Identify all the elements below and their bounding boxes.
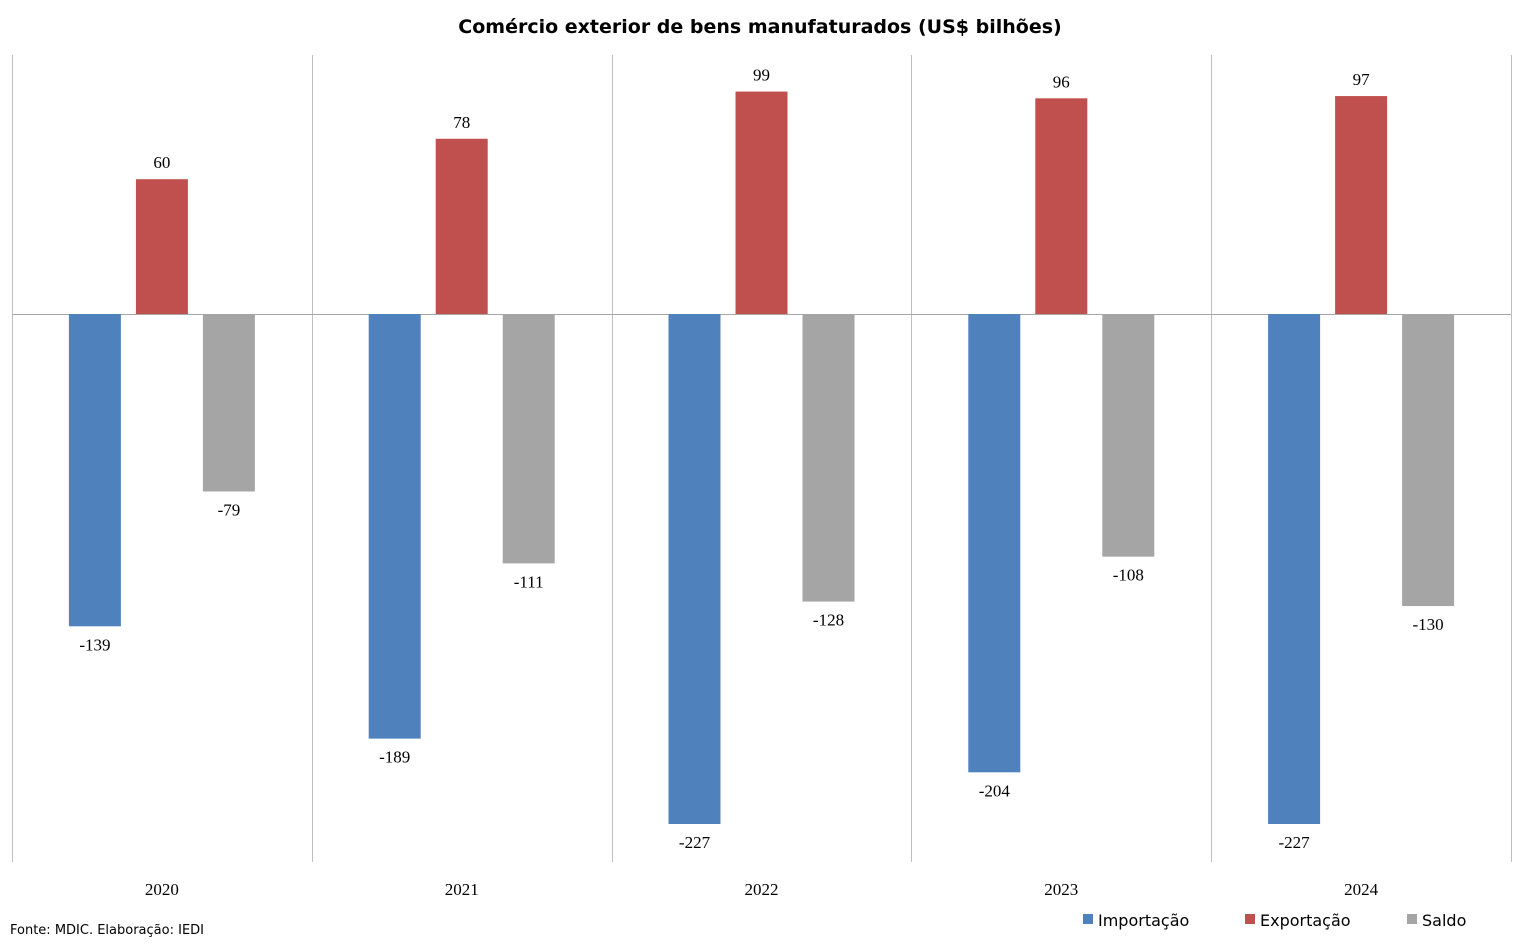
data-label-exportação-2020: 60 [153, 153, 170, 172]
data-label-importação-2020: -139 [79, 635, 110, 654]
data-label-importação-2023: -204 [979, 781, 1011, 800]
data-label-saldo-2024: -130 [1413, 615, 1444, 634]
chart-title: Comércio exterior de bens manufaturados … [458, 16, 1061, 38]
data-label-saldo-2020: -79 [218, 500, 241, 519]
data-label-importação-2022: -227 [679, 833, 711, 852]
legend-swatch-saldo [1407, 914, 1417, 924]
legend-label-saldo: Saldo [1422, 911, 1466, 930]
bar-exportação-2024 [1335, 96, 1388, 314]
bar-exportação-2023 [1035, 98, 1088, 315]
category-label-2021: 2021 [445, 880, 479, 899]
source-note: Fonte: MDIC. Elaboração: IEDI [10, 923, 204, 938]
bar-importação-2024 [1268, 314, 1321, 824]
data-label-saldo-2023: -108 [1113, 566, 1144, 585]
data-label-exportação-2023: 96 [1053, 72, 1070, 91]
bar-importação-2023 [968, 314, 1021, 773]
category-label-2023: 2023 [1044, 880, 1078, 899]
bar-saldo-2021 [502, 314, 555, 564]
category-label-2022: 2022 [745, 880, 779, 899]
data-label-exportação-2021: 78 [453, 113, 470, 132]
bar-saldo-2020 [202, 314, 255, 492]
bar-exportação-2022 [735, 91, 788, 315]
legend-label-exportação: Exportação [1260, 911, 1351, 930]
bar-saldo-2024 [1402, 314, 1455, 607]
legend-swatch-importação [1083, 914, 1093, 924]
bar-importação-2022 [668, 314, 721, 824]
data-label-importação-2021: -189 [379, 748, 410, 767]
data-label-exportação-2024: 97 [1353, 70, 1371, 89]
bar-importação-2020 [68, 314, 121, 627]
data-label-importação-2024: -227 [1279, 833, 1311, 852]
legend: Importação Exportação Saldo [1083, 911, 1466, 930]
bar-saldo-2022 [802, 314, 855, 602]
legend-label-importação: Importação [1098, 911, 1189, 930]
data-label-saldo-2021: -111 [514, 572, 544, 591]
data-label-saldo-2022: -128 [813, 611, 844, 630]
bar-exportação-2020 [135, 179, 188, 314]
category-label-2024: 2024 [1344, 880, 1379, 899]
category-labels: 2020 2021 2022 2023 2024 [145, 880, 1379, 899]
category-separators [12, 55, 1512, 862]
data-label-exportação-2022: 99 [753, 66, 770, 85]
category-label-2020: 2020 [145, 880, 179, 899]
data-labels: -139 60 -79 -189 78 -111 -227 99 -128 -204 96 -108 -… [79, 66, 1443, 852]
bar-exportação-2021 [435, 138, 488, 314]
bar-saldo-2023 [1102, 314, 1155, 557]
bar-importação-2021 [368, 314, 421, 739]
legend-swatch-exportação [1245, 914, 1255, 924]
bars [68, 91, 1455, 824]
